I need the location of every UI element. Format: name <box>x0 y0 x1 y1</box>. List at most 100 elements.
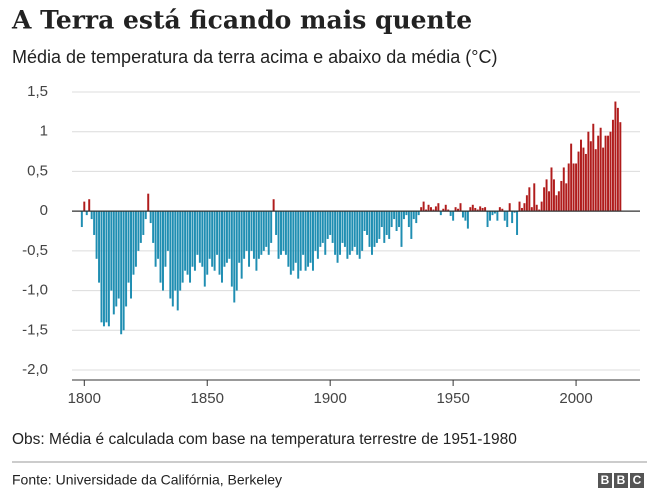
bar <box>361 211 364 251</box>
bar <box>127 211 130 283</box>
bar <box>341 211 344 243</box>
bar <box>83 201 86 212</box>
bar <box>614 101 617 212</box>
bar <box>560 180 563 212</box>
bar <box>343 211 346 247</box>
y-tick-label: -2,0 <box>22 361 48 378</box>
bar <box>174 211 177 291</box>
bar <box>267 211 270 255</box>
bar <box>530 207 533 212</box>
note: Obs: Média é calculada com base na tempe… <box>12 431 517 448</box>
bar <box>380 211 383 228</box>
bar <box>139 211 142 243</box>
bar <box>425 209 428 212</box>
bar <box>422 201 425 212</box>
bar <box>363 211 366 231</box>
bar <box>420 207 423 212</box>
bar <box>161 211 164 291</box>
bar <box>257 211 260 259</box>
bar <box>304 211 307 271</box>
bar <box>250 211 253 251</box>
bar <box>439 211 442 216</box>
bar <box>599 127 602 212</box>
bar <box>157 211 160 259</box>
bar <box>353 211 356 247</box>
bar <box>260 211 263 255</box>
bar <box>299 211 302 271</box>
logo-box <box>614 473 628 488</box>
bar <box>169 211 172 299</box>
bar <box>329 211 332 235</box>
bar <box>557 191 560 212</box>
bar <box>90 211 93 220</box>
bar <box>577 151 580 212</box>
bar <box>319 211 322 247</box>
bar <box>464 211 467 221</box>
bar <box>245 211 248 251</box>
bar <box>496 211 499 221</box>
bar <box>93 211 96 235</box>
bar <box>589 141 592 212</box>
bar <box>277 211 280 259</box>
chart-title: A Terra está ficando mais quente <box>11 6 472 35</box>
bar <box>255 211 258 271</box>
bar <box>459 203 462 212</box>
bar <box>201 211 204 267</box>
y-tick-label: 0 <box>40 202 48 219</box>
bar <box>272 199 275 212</box>
bar <box>284 211 287 255</box>
bar <box>321 211 324 243</box>
bar <box>235 211 238 291</box>
bar <box>152 211 155 243</box>
bar <box>130 211 132 299</box>
bar <box>607 135 610 212</box>
bar <box>144 211 147 220</box>
bar <box>501 208 504 212</box>
bar <box>548 191 551 212</box>
y-tick-label: 1,5 <box>27 83 48 100</box>
bar <box>334 211 337 255</box>
bar <box>375 211 378 243</box>
bar <box>292 211 295 271</box>
bar <box>415 211 418 224</box>
bar <box>444 204 447 212</box>
bar <box>570 143 573 212</box>
bar <box>358 211 361 259</box>
bar <box>270 211 273 243</box>
bar <box>179 211 182 291</box>
y-tick-label: 0,5 <box>27 162 48 179</box>
bar <box>491 211 494 216</box>
bar <box>112 211 115 315</box>
bar <box>356 211 359 255</box>
bar <box>289 211 292 275</box>
x-tick-label: 1900 <box>313 390 346 407</box>
bar <box>447 209 450 212</box>
bar <box>154 211 157 267</box>
bar <box>407 211 410 228</box>
bar <box>297 211 300 279</box>
bar <box>88 199 91 212</box>
bar <box>427 204 430 212</box>
y-tick-label: -0,5 <box>22 242 48 259</box>
bar <box>616 107 619 212</box>
bar <box>508 203 511 212</box>
bar <box>115 211 118 307</box>
bar <box>142 211 145 235</box>
bar <box>619 122 622 212</box>
bar <box>233 211 236 303</box>
logo-box <box>598 473 612 488</box>
bar <box>432 209 435 212</box>
bar <box>525 195 528 212</box>
bar <box>378 211 381 239</box>
bar <box>516 211 519 235</box>
y-tick-label: -1,0 <box>22 282 48 299</box>
bar <box>252 211 255 259</box>
bar <box>176 211 179 311</box>
bar <box>326 211 329 239</box>
y-tick-label: -1,5 <box>22 321 48 338</box>
bar <box>164 211 167 267</box>
bar <box>166 211 169 251</box>
bar <box>218 211 221 275</box>
bar <box>555 195 558 212</box>
